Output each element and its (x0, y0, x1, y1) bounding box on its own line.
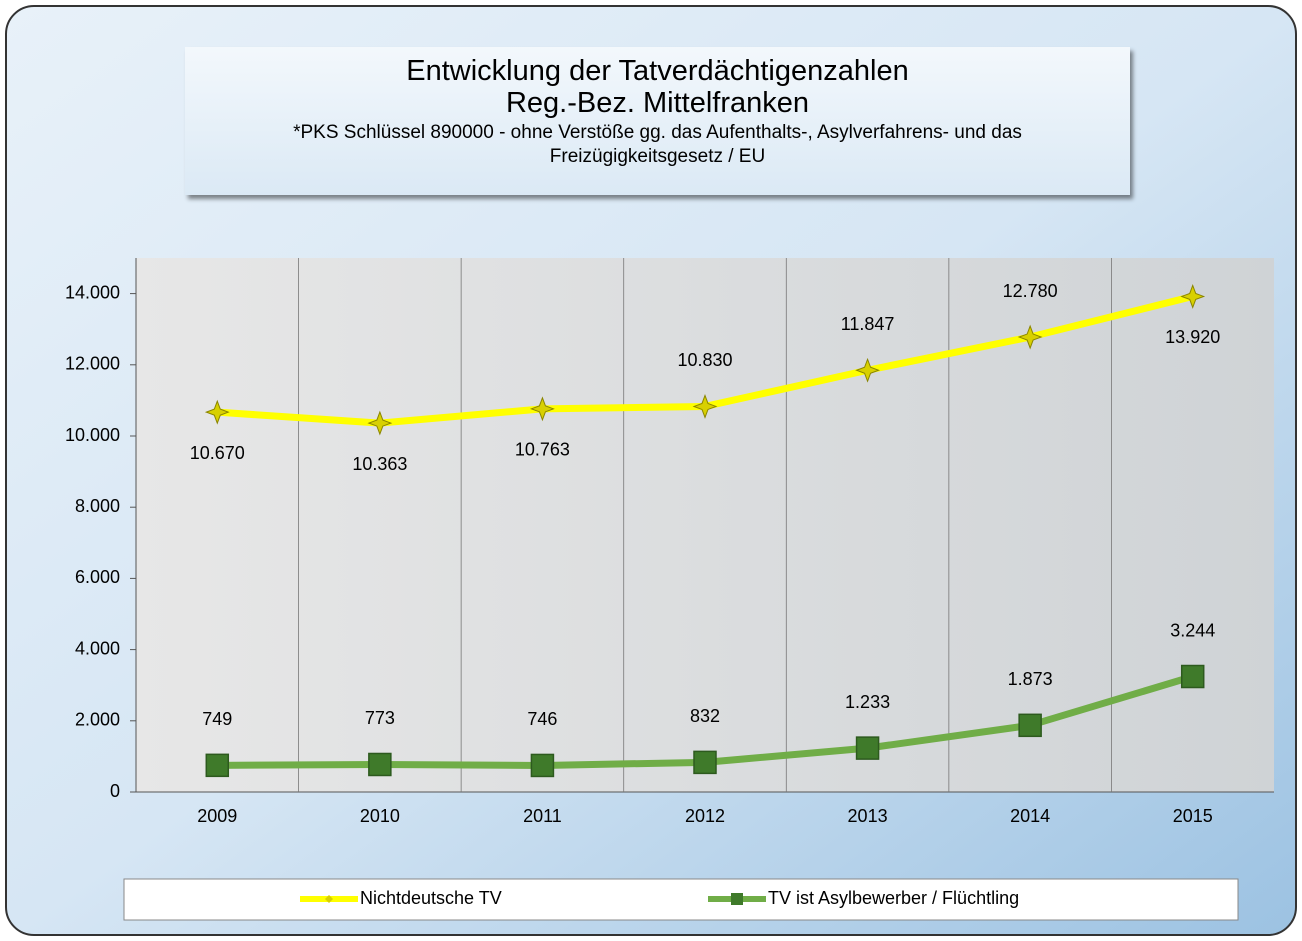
x-tick-label: 2013 (848, 806, 888, 826)
point (855, 357, 880, 383)
legend-marker (325, 895, 333, 903)
point (530, 753, 555, 778)
data-label: 11.847 (841, 314, 895, 334)
chart-note: *PKS Schlüssel 890000 - ohne Verstöße gg… (293, 122, 1022, 167)
point (855, 736, 880, 760)
point (205, 753, 230, 778)
point (204, 399, 230, 425)
data-label: 746 (527, 709, 557, 729)
y-tick-label: 10.000 (65, 425, 120, 445)
data-label: 749 (202, 709, 232, 729)
data-label: 10.670 (190, 443, 245, 463)
point (1180, 664, 1205, 689)
y-tick-label: 6.000 (75, 567, 120, 587)
data-label: 832 (690, 706, 720, 726)
legend-marker (731, 893, 743, 905)
y-tick-label: 12.000 (65, 354, 120, 374)
data-label: 1.873 (1008, 669, 1053, 689)
point (530, 396, 555, 422)
y-tick-label: 2.000 (75, 710, 120, 730)
x-tick-label: 2010 (360, 806, 400, 826)
y-tick-label: 14.000 (65, 282, 120, 302)
x-tick-label: 2014 (1010, 806, 1050, 826)
point (1180, 284, 1206, 309)
y-tick-label: 0 (110, 781, 120, 801)
point (692, 394, 718, 419)
y-tick-label: 4.000 (75, 638, 120, 658)
legend-label: Nichtdeutsche TV (360, 888, 502, 908)
x-tick-label: 2009 (197, 806, 237, 826)
data-label: 773 (365, 708, 395, 728)
data-label: 10.830 (677, 350, 732, 370)
x-tick-label: 2011 (523, 806, 562, 826)
chart-subtitle: Reg.-Bez. Mittelfranken (505, 87, 809, 119)
data-label: 10.363 (352, 454, 407, 474)
data-label: 1.233 (845, 692, 890, 712)
x-tick-label: 2015 (1173, 806, 1213, 826)
title-box: Entwicklung der Tatverdächtigenzahlen Re… (185, 47, 1130, 195)
legend-label: TV ist Asylbewerber / Flüchtling (768, 888, 1019, 908)
y-tick-label: 8.000 (75, 496, 120, 516)
x-tick-label: 2012 (685, 806, 725, 826)
point (693, 750, 717, 775)
data-label: 13.920 (1165, 327, 1220, 347)
point (368, 752, 392, 777)
point (367, 410, 393, 436)
data-label: 10.763 (515, 440, 570, 460)
data-label: 3.244 (1170, 620, 1215, 640)
plot-area (136, 258, 1274, 792)
data-label: 12.780 (1003, 281, 1058, 301)
legend (123, 878, 1239, 921)
chart-title: Entwicklung der Tatverdächtigenzahlen (406, 55, 909, 87)
point (1017, 324, 1043, 350)
point (1018, 713, 1042, 738)
